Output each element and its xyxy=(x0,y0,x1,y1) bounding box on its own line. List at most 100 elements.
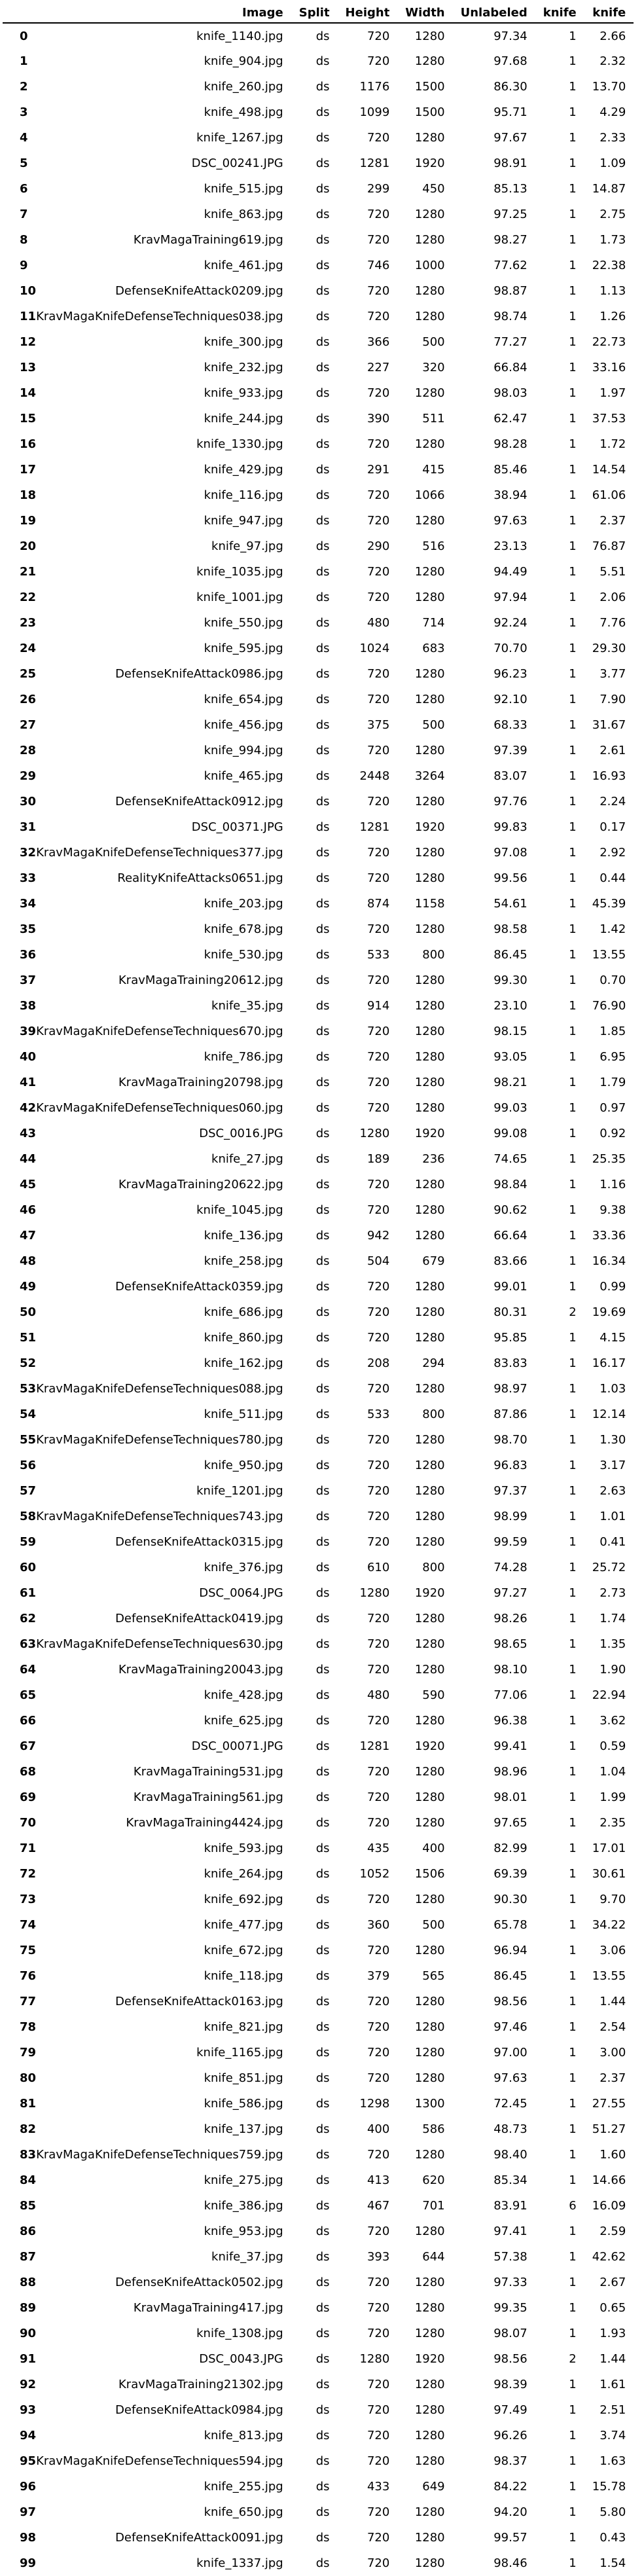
row-index: 53 xyxy=(20,1382,37,1396)
cell-split: ds xyxy=(315,2020,330,2034)
row-index: 54 xyxy=(20,1407,37,1421)
cell-width: 1280 xyxy=(414,1203,445,1217)
cell-knife-percent: 1.13 xyxy=(599,284,626,298)
row-index: 45 xyxy=(20,1178,37,1191)
cell-width: 1280 xyxy=(414,1433,445,1447)
cell-width: 683 xyxy=(422,642,445,655)
table-row: 4 knife_1267.jpg ds 720 1280 97.67 1 2.33 xyxy=(3,125,634,151)
row-index: 39 xyxy=(20,1025,37,1038)
cell-height: 435 xyxy=(367,1841,390,1855)
cell-knife-count: 1 xyxy=(569,1127,577,1140)
row-index: 83 xyxy=(20,2148,37,2162)
cell-knife-count: 6 xyxy=(569,2199,577,2213)
table-row: 34 knife_203.jpg ds 874 1158 54.61 1 45.39 xyxy=(3,891,634,916)
table-row: 15 knife_244.jpg ds 390 511 62.47 1 37.53 xyxy=(3,406,634,431)
cell-knife-percent: 29.30 xyxy=(592,642,626,655)
cell-knife-count: 1 xyxy=(569,1918,577,1932)
table-row: 72 knife_264.jpg ds 1052 1506 69.39 1 30.61 xyxy=(3,1861,634,1887)
cell-knife-count: 1 xyxy=(569,718,577,732)
cell-image: RealityKnifeAttacks0651.jpg xyxy=(117,871,283,885)
cell-knife-count: 1 xyxy=(569,1765,577,1779)
cell-split: ds xyxy=(315,590,330,604)
table-row: 46 knife_1045.jpg ds 720 1280 90.62 1 9.38 xyxy=(3,1197,634,1223)
cell-image: KravMagaKnifeDefenseTechniques759.jpg xyxy=(36,2148,283,2162)
table-row: 60 knife_376.jpg ds 610 800 74.28 1 25.72 xyxy=(3,1555,634,1580)
cell-split: ds xyxy=(315,361,330,374)
cell-width: 1280 xyxy=(414,54,445,68)
cell-knife-count: 1 xyxy=(569,897,577,911)
cell-knife-count: 1 xyxy=(569,973,577,987)
cell-width: 1280 xyxy=(414,2531,445,2545)
cell-knife-count: 1 xyxy=(569,2250,577,2264)
cell-split: ds xyxy=(315,846,330,860)
cell-knife-count: 1 xyxy=(569,590,577,604)
cell-unlabeled: 97.68 xyxy=(493,54,528,68)
row-index: 59 xyxy=(20,1535,37,1549)
cell-width: 1280 xyxy=(414,2429,445,2442)
row-index: 40 xyxy=(20,1050,37,1064)
table-row: 58 KravMagaKnifeDefenseTechniques743.jpg d… xyxy=(3,1504,634,1529)
cell-width: 500 xyxy=(422,1918,445,1932)
cell-image: knife_27.jpg xyxy=(211,1152,283,1166)
cell-split: ds xyxy=(315,1918,330,1932)
cell-width: 1280 xyxy=(414,1484,445,1498)
cell-image: knife_625.jpg xyxy=(204,1714,283,1728)
cell-image: knife_264.jpg xyxy=(204,1867,283,1881)
cell-width: 511 xyxy=(422,412,445,426)
cell-split: ds xyxy=(315,1765,330,1779)
cell-split: ds xyxy=(315,335,330,349)
cell-image: knife_813.jpg xyxy=(204,2429,283,2442)
cell-height: 720 xyxy=(367,1510,390,1523)
cell-knife-count: 1 xyxy=(569,1382,577,1396)
cell-knife-count: 1 xyxy=(569,1841,577,1855)
row-index: 23 xyxy=(20,616,37,630)
cell-knife-percent: 2.24 xyxy=(599,795,626,808)
row-index: 93 xyxy=(20,2403,37,2417)
cell-width: 294 xyxy=(422,1356,445,1370)
cell-width: 1280 xyxy=(414,744,445,757)
cell-unlabeled: 98.37 xyxy=(493,2454,528,2468)
cell-knife-percent: 12.14 xyxy=(592,1407,626,1421)
cell-knife-percent: 27.55 xyxy=(592,2097,626,2111)
cell-knife-percent: 6.95 xyxy=(599,1050,626,1064)
row-index: 32 xyxy=(20,846,37,860)
row-index: 38 xyxy=(20,999,37,1013)
table-row: 80 knife_851.jpg ds 720 1280 97.63 1 2.37 xyxy=(3,2065,634,2091)
row-index: 41 xyxy=(20,1076,37,1089)
cell-knife-count: 1 xyxy=(569,1407,577,1421)
cell-width: 620 xyxy=(422,2173,445,2187)
cell-width: 1280 xyxy=(414,2505,445,2519)
cell-split: ds xyxy=(315,2224,330,2238)
cell-image: knife_530.jpg xyxy=(204,948,283,962)
cell-split: ds xyxy=(315,2454,330,2468)
table-row: 85 knife_386.jpg ds 467 701 83.91 6 16.09 xyxy=(3,2193,634,2219)
row-index: 86 xyxy=(20,2224,37,2238)
cell-unlabeled: 98.07 xyxy=(493,2327,528,2340)
cell-split: ds xyxy=(315,2122,330,2136)
cell-knife-count: 1 xyxy=(569,1356,577,1370)
cell-width: 1280 xyxy=(414,1331,445,1345)
cell-knife-percent: 19.69 xyxy=(592,1305,626,1319)
cell-width: 1000 xyxy=(414,259,445,272)
cell-width: 1280 xyxy=(414,2378,445,2391)
cell-split: ds xyxy=(315,233,330,247)
dataframe-table: Image Split Height Width Unlabeled knife knife… xyxy=(3,3,634,2576)
cell-image: knife_1330.jpg xyxy=(196,437,283,451)
cell-image: DefenseKnifeAttack0359.jpg xyxy=(115,1280,283,1294)
cell-knife-count: 1 xyxy=(569,1050,577,1064)
row-index: 68 xyxy=(20,1765,37,1779)
cell-unlabeled: 98.10 xyxy=(493,1663,528,1677)
cell-split: ds xyxy=(315,1152,330,1166)
cell-knife-count: 1 xyxy=(569,1867,577,1881)
cell-image: knife_1035.jpg xyxy=(196,565,283,579)
row-index: 80 xyxy=(20,2071,37,2085)
cell-width: 679 xyxy=(422,1254,445,1268)
cell-unlabeled: 85.46 xyxy=(493,463,528,477)
table-row: 18 knife_116.jpg ds 720 1066 38.94 1 61.06 xyxy=(3,482,634,508)
cell-split: ds xyxy=(315,2301,330,2315)
cell-width: 1500 xyxy=(414,80,445,94)
cell-knife-count: 1 xyxy=(569,386,577,400)
cell-knife-count: 1 xyxy=(569,1229,577,1243)
cell-height: 1176 xyxy=(359,80,390,94)
cell-height: 720 xyxy=(367,871,390,885)
